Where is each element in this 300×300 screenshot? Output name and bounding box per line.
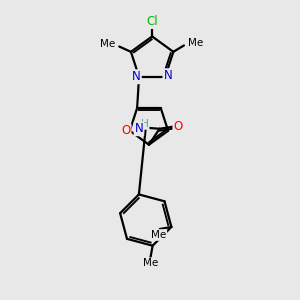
Text: N: N [132, 70, 141, 83]
Text: Me: Me [100, 39, 116, 50]
Text: Me: Me [188, 38, 203, 48]
Text: H: H [141, 119, 148, 129]
Text: O: O [173, 120, 183, 133]
Text: Me: Me [151, 230, 166, 240]
Text: N: N [135, 122, 143, 135]
Text: Cl: Cl [146, 15, 158, 28]
Text: N: N [164, 69, 172, 82]
Text: O: O [121, 124, 130, 137]
Text: Me: Me [143, 258, 158, 268]
